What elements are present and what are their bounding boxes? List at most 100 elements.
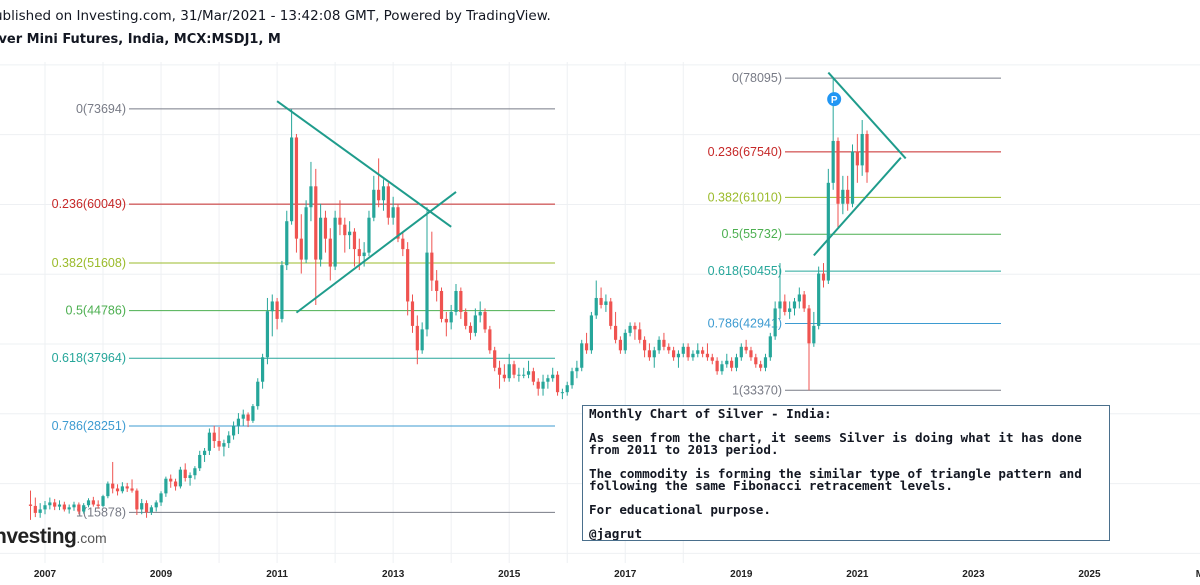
candle-body [783,301,787,312]
x-tick-label: 2011 [266,569,288,580]
candle-body [454,290,458,312]
candle-body [565,385,569,393]
candle-body [613,325,618,340]
fib-level-label: 0(78095) [732,71,782,85]
candle-body [381,186,386,201]
candle-body [546,378,550,382]
fib-level-label: 0.382(51608) [52,256,126,270]
candle-body [401,238,405,250]
candle-body [846,189,850,204]
instrument-title: lver Mini Futures, India, MCX:MSDJ1, M [0,32,281,47]
candle-body [290,137,294,222]
candle-body [377,189,381,201]
candle-body [125,486,129,489]
fib-level-label: 0.786(42941) [708,317,782,331]
candle-body [584,343,589,351]
candle-body [280,265,284,319]
candle-body [599,297,603,305]
candle-body [551,374,555,379]
trendline [827,71,907,160]
candle-body [270,301,274,312]
candle-body [642,339,647,351]
candle-body [459,290,463,312]
candle-body [526,371,531,375]
candle-body [275,301,279,319]
x-tick-label: 2025 [1078,569,1101,580]
candle-body [294,137,299,239]
candle-body [831,140,835,183]
candle-body [449,311,453,323]
candle-body [178,469,182,487]
candle-body [265,311,270,358]
candle-body [106,483,110,497]
candle-body [183,469,187,479]
investing-logo[interactable]: nvesting.com [0,525,107,549]
candle-body [493,350,497,368]
candle-body [855,151,859,166]
candle-body [28,504,33,506]
candle-body [802,294,806,309]
fib-level-label: 0.618(37964) [52,351,126,365]
candle-body [140,503,144,510]
pivot-marker [827,92,842,107]
candle-body [425,252,429,330]
candle-body [53,502,57,507]
candle-body [406,249,410,302]
candle-body [763,357,768,368]
candle-body [773,308,777,337]
candle-body [749,350,753,358]
candle-body [217,441,221,447]
candle-body [497,367,502,375]
candle-body [662,339,666,347]
candle-body [319,217,323,260]
candle-body [222,443,226,447]
candle-body [367,217,371,253]
candle-body [236,418,241,426]
x-tick-label: 2017 [614,569,637,580]
candle-body [464,311,468,326]
candle-body [570,371,574,386]
candle-body [420,329,424,351]
candle-body [435,280,439,291]
candle-body [705,353,710,358]
candle-body [555,374,560,393]
candle-body [826,182,830,281]
candle-body [207,432,212,451]
fib-level-label: 0.382(61010) [708,190,782,204]
candle-body [836,140,840,204]
candle-body [812,325,816,344]
fib-level-label: 0.236(67540) [708,145,782,159]
candle-body [193,468,197,476]
candle-body [246,414,250,421]
candle-body [91,500,95,505]
annotation-note[interactable]: Monthly Chart of Silver - India: As seen… [582,405,1110,541]
candle-body [352,231,357,250]
candle-body [754,357,758,365]
candle-body [788,308,792,312]
candle-body [43,505,47,510]
x-tick-label: May [1196,569,1200,580]
fib-level-label: 0.236(60049) [52,197,126,211]
note-paragraph-1: As seen from the chart, it seems Silver … [589,430,1082,457]
candle-body [517,374,521,376]
candle-body [468,325,473,333]
candle-body [328,238,332,267]
candle-body [188,475,192,479]
candle-body [260,357,265,382]
fib-level-label: 0.5(55732) [722,227,782,241]
candle-body [38,509,42,513]
candle-body [768,336,772,358]
x-tick-label: 2007 [34,569,57,580]
candle-body [202,450,207,455]
candle-body [348,231,352,236]
candle-body [817,273,821,326]
candle-body [672,350,676,358]
candle-body [507,364,511,379]
candle-body [483,311,487,330]
note-signature: @jagrut [589,526,643,541]
candle-body [778,301,782,309]
candle-body [730,360,734,368]
candle-body [710,357,714,361]
candle-body [609,301,613,326]
